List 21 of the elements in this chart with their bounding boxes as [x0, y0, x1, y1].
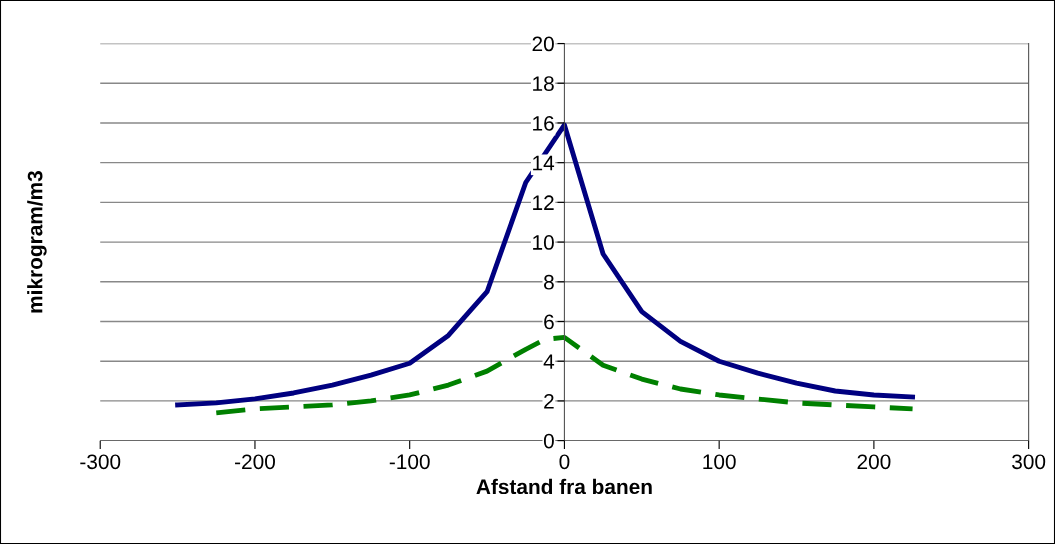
y-tick-label: 20	[532, 36, 554, 52]
y-tick-label: 4	[543, 354, 555, 369]
y-tick-label: 18	[533, 76, 554, 91]
y-tick-label: 8	[544, 274, 554, 290]
line-series	[213, 334, 916, 416]
x-tick-label: 100	[703, 454, 736, 470]
y-tick-label: 12	[533, 195, 554, 210]
y-tick-label: 10	[533, 235, 554, 250]
x-tick-label: 0	[559, 454, 570, 470]
y-tick-label: 14	[533, 155, 555, 171]
x-tick-label: 200	[857, 454, 891, 470]
x-tick-label: -300	[80, 454, 121, 470]
y-tick-label: 0	[543, 433, 554, 449]
x-axis-title: Afstand fra banen	[476, 478, 652, 495]
y-axis-title: mikrogram/m3	[27, 171, 47, 313]
y-tick-label: 6	[544, 314, 554, 330]
x-tick-label: -200	[235, 454, 275, 470]
x-tick-label: -100	[389, 454, 430, 470]
x-tick-label: 300	[1012, 454, 1046, 470]
y-tick-label: 2	[544, 393, 554, 409]
y-tick-label: 16	[533, 115, 554, 131]
